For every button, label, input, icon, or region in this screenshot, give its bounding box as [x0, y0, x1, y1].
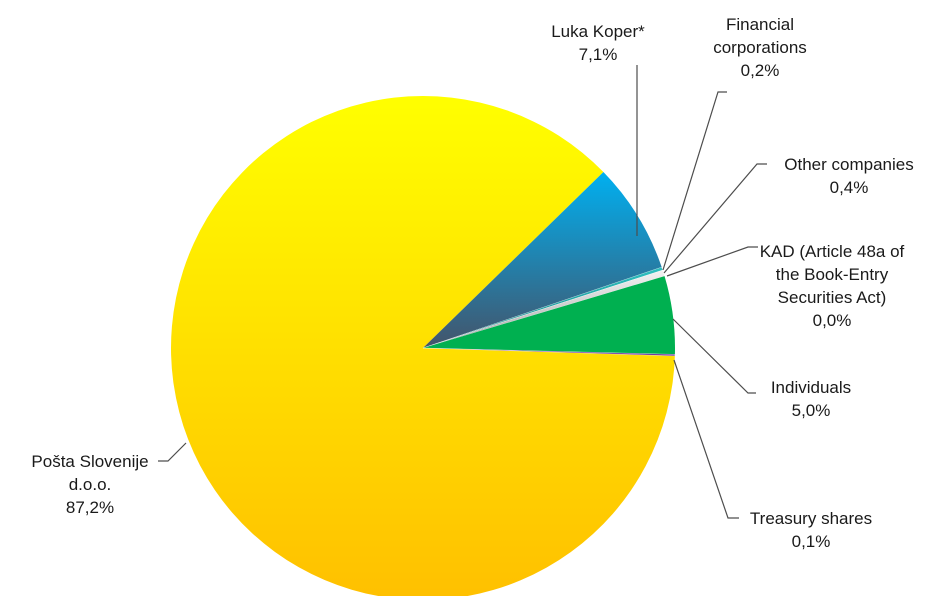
data-label-line: Other companies — [784, 155, 913, 174]
data-label-individuals: Individuals 5,0% — [771, 378, 851, 420]
leader-line-kad-article-48a-of-the-book-entry-securities-act — [666, 246, 758, 277]
data-label-line: corporations — [713, 38, 807, 57]
data-label-line: the Book-Entry — [776, 265, 889, 284]
leader-line-treasury-shares — [673, 359, 739, 519]
data-label-line: KAD (Article 48a of — [760, 242, 905, 261]
data-label-line: Treasury shares — [750, 509, 872, 528]
pie-slice-po-ta-slovenije-d-o-o — [171, 96, 675, 596]
pie-slice-luka-koper — [423, 172, 662, 348]
data-label-financial-corporations: Financial corporations 0,2% — [713, 15, 807, 80]
data-label-line: Securities Act) — [778, 288, 887, 307]
pie-slice-individuals — [423, 276, 675, 355]
data-label-line: d.o.o. — [69, 475, 112, 494]
leader-line-financial-corporations — [662, 91, 727, 271]
data-label-line: 0,2% — [741, 61, 780, 80]
data-label-po-ta-slovenije-d-o-o: Pošta Slovenije d.o.o. 87,2% — [31, 452, 148, 517]
data-label-line: Luka Koper* — [551, 22, 645, 41]
data-label-treasury-shares: Treasury shares 0,1% — [750, 509, 872, 551]
data-label-line: 0,4% — [830, 178, 869, 197]
data-label-luka-koper: Luka Koper* 7,1% — [551, 22, 645, 64]
data-labels: Pošta Slovenije d.o.o. 87,2% Luka Koper* 7,1… — [31, 15, 913, 551]
data-label-line: Pošta Slovenije — [31, 452, 148, 471]
data-label-line: 7,1% — [579, 45, 618, 64]
pie-slice-treasury-shares — [422, 347, 676, 357]
leader-lines — [158, 65, 767, 519]
data-label-line: 0,0% — [813, 311, 852, 330]
data-label-kad-article-48a-of-the-book-entry-securities-act: KAD (Article 48a of the Book-Entry Securit… — [760, 242, 905, 330]
pie-slice-other-companies — [422, 269, 665, 349]
leader-line-po-ta-slovenije-d-o-o — [158, 442, 187, 462]
data-label-line: 87,2% — [66, 498, 114, 517]
leader-line-individuals — [672, 318, 756, 394]
pie-slices — [171, 96, 676, 596]
leader-line-other-companies — [663, 163, 767, 274]
data-label-line: 5,0% — [792, 401, 831, 420]
data-label-other-companies: Other companies 0,4% — [784, 155, 913, 197]
data-label-line: Individuals — [771, 378, 851, 397]
data-label-line: 0,1% — [792, 532, 831, 551]
data-label-line: Financial — [726, 15, 794, 34]
